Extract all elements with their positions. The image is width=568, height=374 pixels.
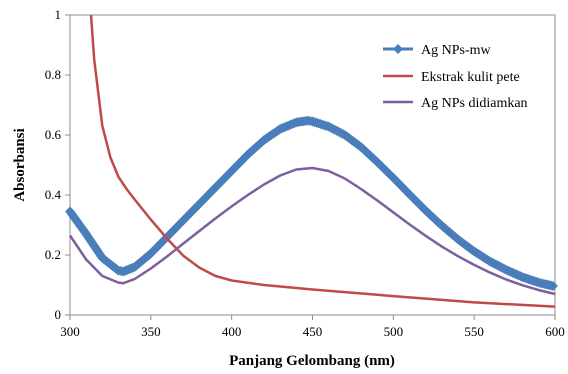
data-point xyxy=(547,281,558,292)
x-tick-label: 550 xyxy=(464,324,484,339)
y-tick-label: 1 xyxy=(55,7,62,22)
x-axis-title: Panjang Gelombang (nm) xyxy=(229,353,395,369)
series-line-ag-nps-didiamkan xyxy=(68,166,556,296)
series-line-ekstrak-kulit-pete xyxy=(89,14,556,308)
x-axis-ticks: 300 350 400 450 500 550 600 xyxy=(60,315,565,339)
y-tick-label: 0.8 xyxy=(45,67,61,82)
legend-marker-ag-nps-mw xyxy=(393,44,403,54)
legend-label-ag-nps-didiamkan: Ag NPs didiamkan xyxy=(421,96,528,111)
x-tick-label: 600 xyxy=(545,324,565,339)
y-axis-title: Absorbansi xyxy=(12,128,28,201)
y-axis-ticks: 0 0.2 0.4 0.6 0.8 1 xyxy=(45,7,70,322)
x-tick-label: 300 xyxy=(60,324,80,339)
y-tick-label: 0.2 xyxy=(45,247,61,262)
legend: Ag NPs-mw Ekstrak kulit pete Ag NPs didi… xyxy=(383,43,528,111)
legend-label-ag-nps-mw: Ag NPs-mw xyxy=(421,43,492,58)
x-tick-label: 500 xyxy=(384,324,404,339)
x-tick-label: 450 xyxy=(303,324,323,339)
legend-label-ekstrak-kulit-pete: Ekstrak kulit pete xyxy=(421,70,520,85)
x-tick-label: 350 xyxy=(141,324,161,339)
y-tick-label: 0.6 xyxy=(45,127,62,142)
series-layer xyxy=(65,14,558,308)
y-tick-label: 0.4 xyxy=(45,187,62,202)
y-tick-label: 0 xyxy=(55,307,62,322)
x-tick-label: 400 xyxy=(222,324,242,339)
